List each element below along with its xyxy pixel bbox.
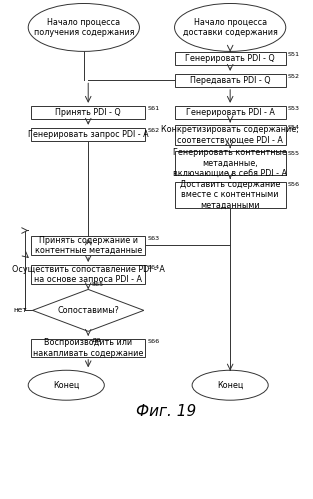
FancyBboxPatch shape <box>175 74 286 87</box>
FancyBboxPatch shape <box>31 106 145 119</box>
Text: S56: S56 <box>288 182 300 187</box>
Text: Генерировать PDI - Q: Генерировать PDI - Q <box>185 54 275 63</box>
Text: S55: S55 <box>288 151 300 156</box>
Text: Принять содержание и
контентные метаданные: Принять содержание и контентные метаданн… <box>34 236 142 255</box>
Text: S64: S64 <box>147 265 159 270</box>
Text: Начало процесса
доставки содержания: Начало процесса доставки содержания <box>183 18 278 37</box>
Text: Конец: Конец <box>217 381 243 390</box>
FancyBboxPatch shape <box>31 265 145 284</box>
FancyBboxPatch shape <box>175 151 286 175</box>
Text: Начало процесса
получения содержания: Начало процесса получения содержания <box>33 18 134 37</box>
FancyBboxPatch shape <box>175 52 286 65</box>
Text: Конкретизировать содержание,
соответствующее PDI - A: Конкретизировать содержание, соответству… <box>161 125 299 145</box>
Text: S66: S66 <box>147 339 160 344</box>
Text: S61: S61 <box>147 106 160 111</box>
Text: S52: S52 <box>288 74 300 79</box>
Text: Передавать PDI - Q: Передавать PDI - Q <box>190 76 270 85</box>
Text: S54: S54 <box>288 125 300 130</box>
Text: S62: S62 <box>147 128 159 133</box>
FancyBboxPatch shape <box>175 125 286 145</box>
Text: Генерировать запрос PDI - A: Генерировать запрос PDI - A <box>28 130 149 139</box>
Polygon shape <box>33 289 144 331</box>
Text: Принять PDI - Q: Принять PDI - Q <box>55 108 121 117</box>
FancyBboxPatch shape <box>31 236 145 255</box>
Text: да: да <box>91 336 101 342</box>
Text: S63: S63 <box>147 236 159 241</box>
Text: S53: S53 <box>288 106 300 111</box>
Ellipse shape <box>28 370 104 400</box>
Text: Осуществить сопоставление PDI - A
на основе запроса PDI - A: Осуществить сопоставление PDI - A на осн… <box>12 265 165 284</box>
Text: Доставить содержание
вместе с контентными
метаданными: Доставить содержание вместе с контентным… <box>180 180 280 210</box>
FancyBboxPatch shape <box>175 106 286 119</box>
Text: Воспроизводить или
накапливать содержание: Воспроизводить или накапливать содержани… <box>33 338 143 357</box>
Ellipse shape <box>28 3 139 51</box>
Text: Фиг. 19: Фиг. 19 <box>136 404 196 419</box>
Text: Генерировать PDI - A: Генерировать PDI - A <box>186 108 275 117</box>
Text: Сопоставимы?: Сопоставимы? <box>57 306 119 315</box>
Ellipse shape <box>175 3 286 51</box>
FancyBboxPatch shape <box>31 339 145 357</box>
Text: S51: S51 <box>288 52 300 57</box>
Ellipse shape <box>192 370 268 400</box>
Text: S65: S65 <box>91 282 103 287</box>
FancyBboxPatch shape <box>31 128 145 141</box>
Text: нет: нет <box>13 307 27 313</box>
Text: Конец: Конец <box>53 381 80 390</box>
Text: Генерировать контентные
метаданные,
включающие в себя PDI - A: Генерировать контентные метаданные, вклю… <box>173 148 287 178</box>
FancyBboxPatch shape <box>175 182 286 208</box>
